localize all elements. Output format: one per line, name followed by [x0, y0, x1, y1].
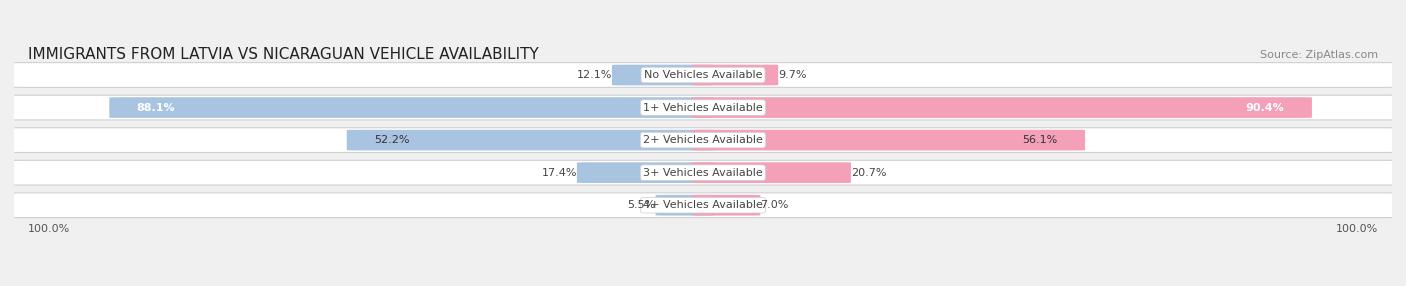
FancyBboxPatch shape [0, 63, 1406, 88]
FancyBboxPatch shape [110, 97, 714, 118]
FancyBboxPatch shape [0, 160, 1406, 185]
Text: 90.4%: 90.4% [1246, 103, 1284, 113]
FancyBboxPatch shape [0, 193, 1406, 218]
Text: 100.0%: 100.0% [1336, 224, 1378, 234]
FancyBboxPatch shape [576, 162, 714, 183]
FancyBboxPatch shape [692, 97, 1312, 118]
Text: 88.1%: 88.1% [136, 103, 176, 113]
FancyBboxPatch shape [692, 195, 761, 216]
Text: 20.7%: 20.7% [851, 168, 886, 178]
FancyBboxPatch shape [692, 130, 1085, 150]
FancyBboxPatch shape [692, 162, 851, 183]
FancyBboxPatch shape [0, 128, 1406, 152]
Text: 12.1%: 12.1% [576, 70, 612, 80]
Text: 5.5%: 5.5% [627, 200, 655, 210]
Text: 2+ Vehicles Available: 2+ Vehicles Available [643, 135, 763, 145]
Text: 9.7%: 9.7% [778, 70, 807, 80]
Text: 4+ Vehicles Available: 4+ Vehicles Available [643, 200, 763, 210]
FancyBboxPatch shape [692, 65, 778, 85]
FancyBboxPatch shape [612, 65, 714, 85]
Text: Source: ZipAtlas.com: Source: ZipAtlas.com [1260, 50, 1378, 60]
Text: 3+ Vehicles Available: 3+ Vehicles Available [643, 168, 763, 178]
Text: No Vehicles Available: No Vehicles Available [644, 70, 762, 80]
Text: 56.1%: 56.1% [1022, 135, 1057, 145]
Text: 52.2%: 52.2% [374, 135, 409, 145]
FancyBboxPatch shape [655, 195, 714, 216]
FancyBboxPatch shape [347, 130, 714, 150]
Text: 100.0%: 100.0% [28, 224, 70, 234]
FancyBboxPatch shape [0, 95, 1406, 120]
Text: 17.4%: 17.4% [541, 168, 576, 178]
Text: IMMIGRANTS FROM LATVIA VS NICARAGUAN VEHICLE AVAILABILITY: IMMIGRANTS FROM LATVIA VS NICARAGUAN VEH… [28, 47, 538, 62]
Text: 1+ Vehicles Available: 1+ Vehicles Available [643, 103, 763, 113]
Text: 7.0%: 7.0% [761, 200, 789, 210]
